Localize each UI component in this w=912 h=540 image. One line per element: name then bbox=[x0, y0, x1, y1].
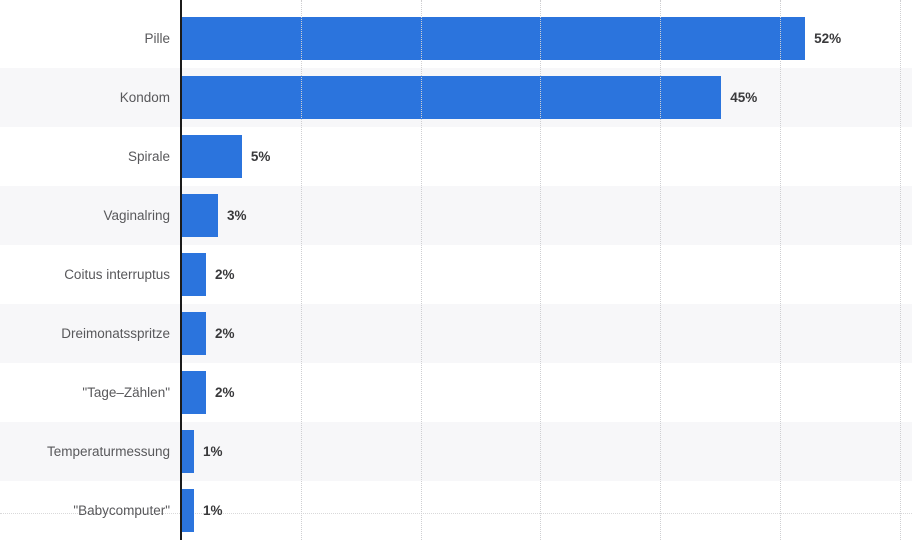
category-label: Coitus interruptus bbox=[64, 267, 170, 282]
bar bbox=[182, 17, 806, 60]
category-label: Pille bbox=[144, 31, 170, 46]
value-label: 1% bbox=[202, 444, 223, 459]
bar-row: "Babycomputer" 1% bbox=[0, 481, 912, 540]
category-label: Temperaturmessung bbox=[46, 444, 170, 459]
gridline bbox=[301, 0, 302, 540]
bar-row: Temperaturmessung 1% bbox=[0, 422, 912, 481]
value-label: 5% bbox=[250, 149, 271, 164]
bar bbox=[182, 371, 206, 414]
value-label: 1% bbox=[202, 503, 223, 518]
category-label: "Tage–Zählen" bbox=[82, 385, 170, 400]
bar bbox=[182, 135, 242, 178]
category-label: Kondom bbox=[119, 90, 170, 105]
category-label: Spirale bbox=[127, 149, 170, 164]
bar-row: Coitus interruptus 2% bbox=[0, 245, 912, 304]
value-label: 2% bbox=[214, 385, 235, 400]
bar-row: Vaginalring 3% bbox=[0, 186, 912, 245]
gridline bbox=[780, 0, 781, 540]
bar-row: Spirale 5% bbox=[0, 127, 912, 186]
bar-row: Pille 52% bbox=[0, 9, 912, 68]
value-label: 3% bbox=[226, 208, 247, 223]
bar bbox=[182, 253, 206, 296]
bar bbox=[182, 194, 218, 237]
value-label: 2% bbox=[214, 267, 235, 282]
bar-row: Dreimonatsspritze 2% bbox=[0, 304, 912, 363]
category-label: Vaginalring bbox=[103, 208, 170, 223]
gridline bbox=[660, 0, 661, 540]
bar bbox=[182, 489, 194, 532]
bar bbox=[182, 430, 194, 473]
value-label: 45% bbox=[730, 90, 758, 105]
gridline bbox=[421, 0, 422, 540]
category-label: Dreimonatsspritze bbox=[61, 326, 170, 341]
value-label: 52% bbox=[814, 31, 842, 46]
hover-guideline bbox=[0, 513, 912, 514]
bar bbox=[182, 76, 722, 119]
gridline bbox=[540, 0, 541, 540]
y-axis-line bbox=[180, 0, 182, 540]
value-label: 2% bbox=[214, 326, 235, 341]
bar-row: "Tage–Zählen" 2% bbox=[0, 363, 912, 422]
category-label: "Babycomputer" bbox=[73, 503, 170, 518]
bar bbox=[182, 312, 206, 355]
gridline bbox=[900, 0, 901, 540]
bar-row: Kondom 45% bbox=[0, 68, 912, 127]
